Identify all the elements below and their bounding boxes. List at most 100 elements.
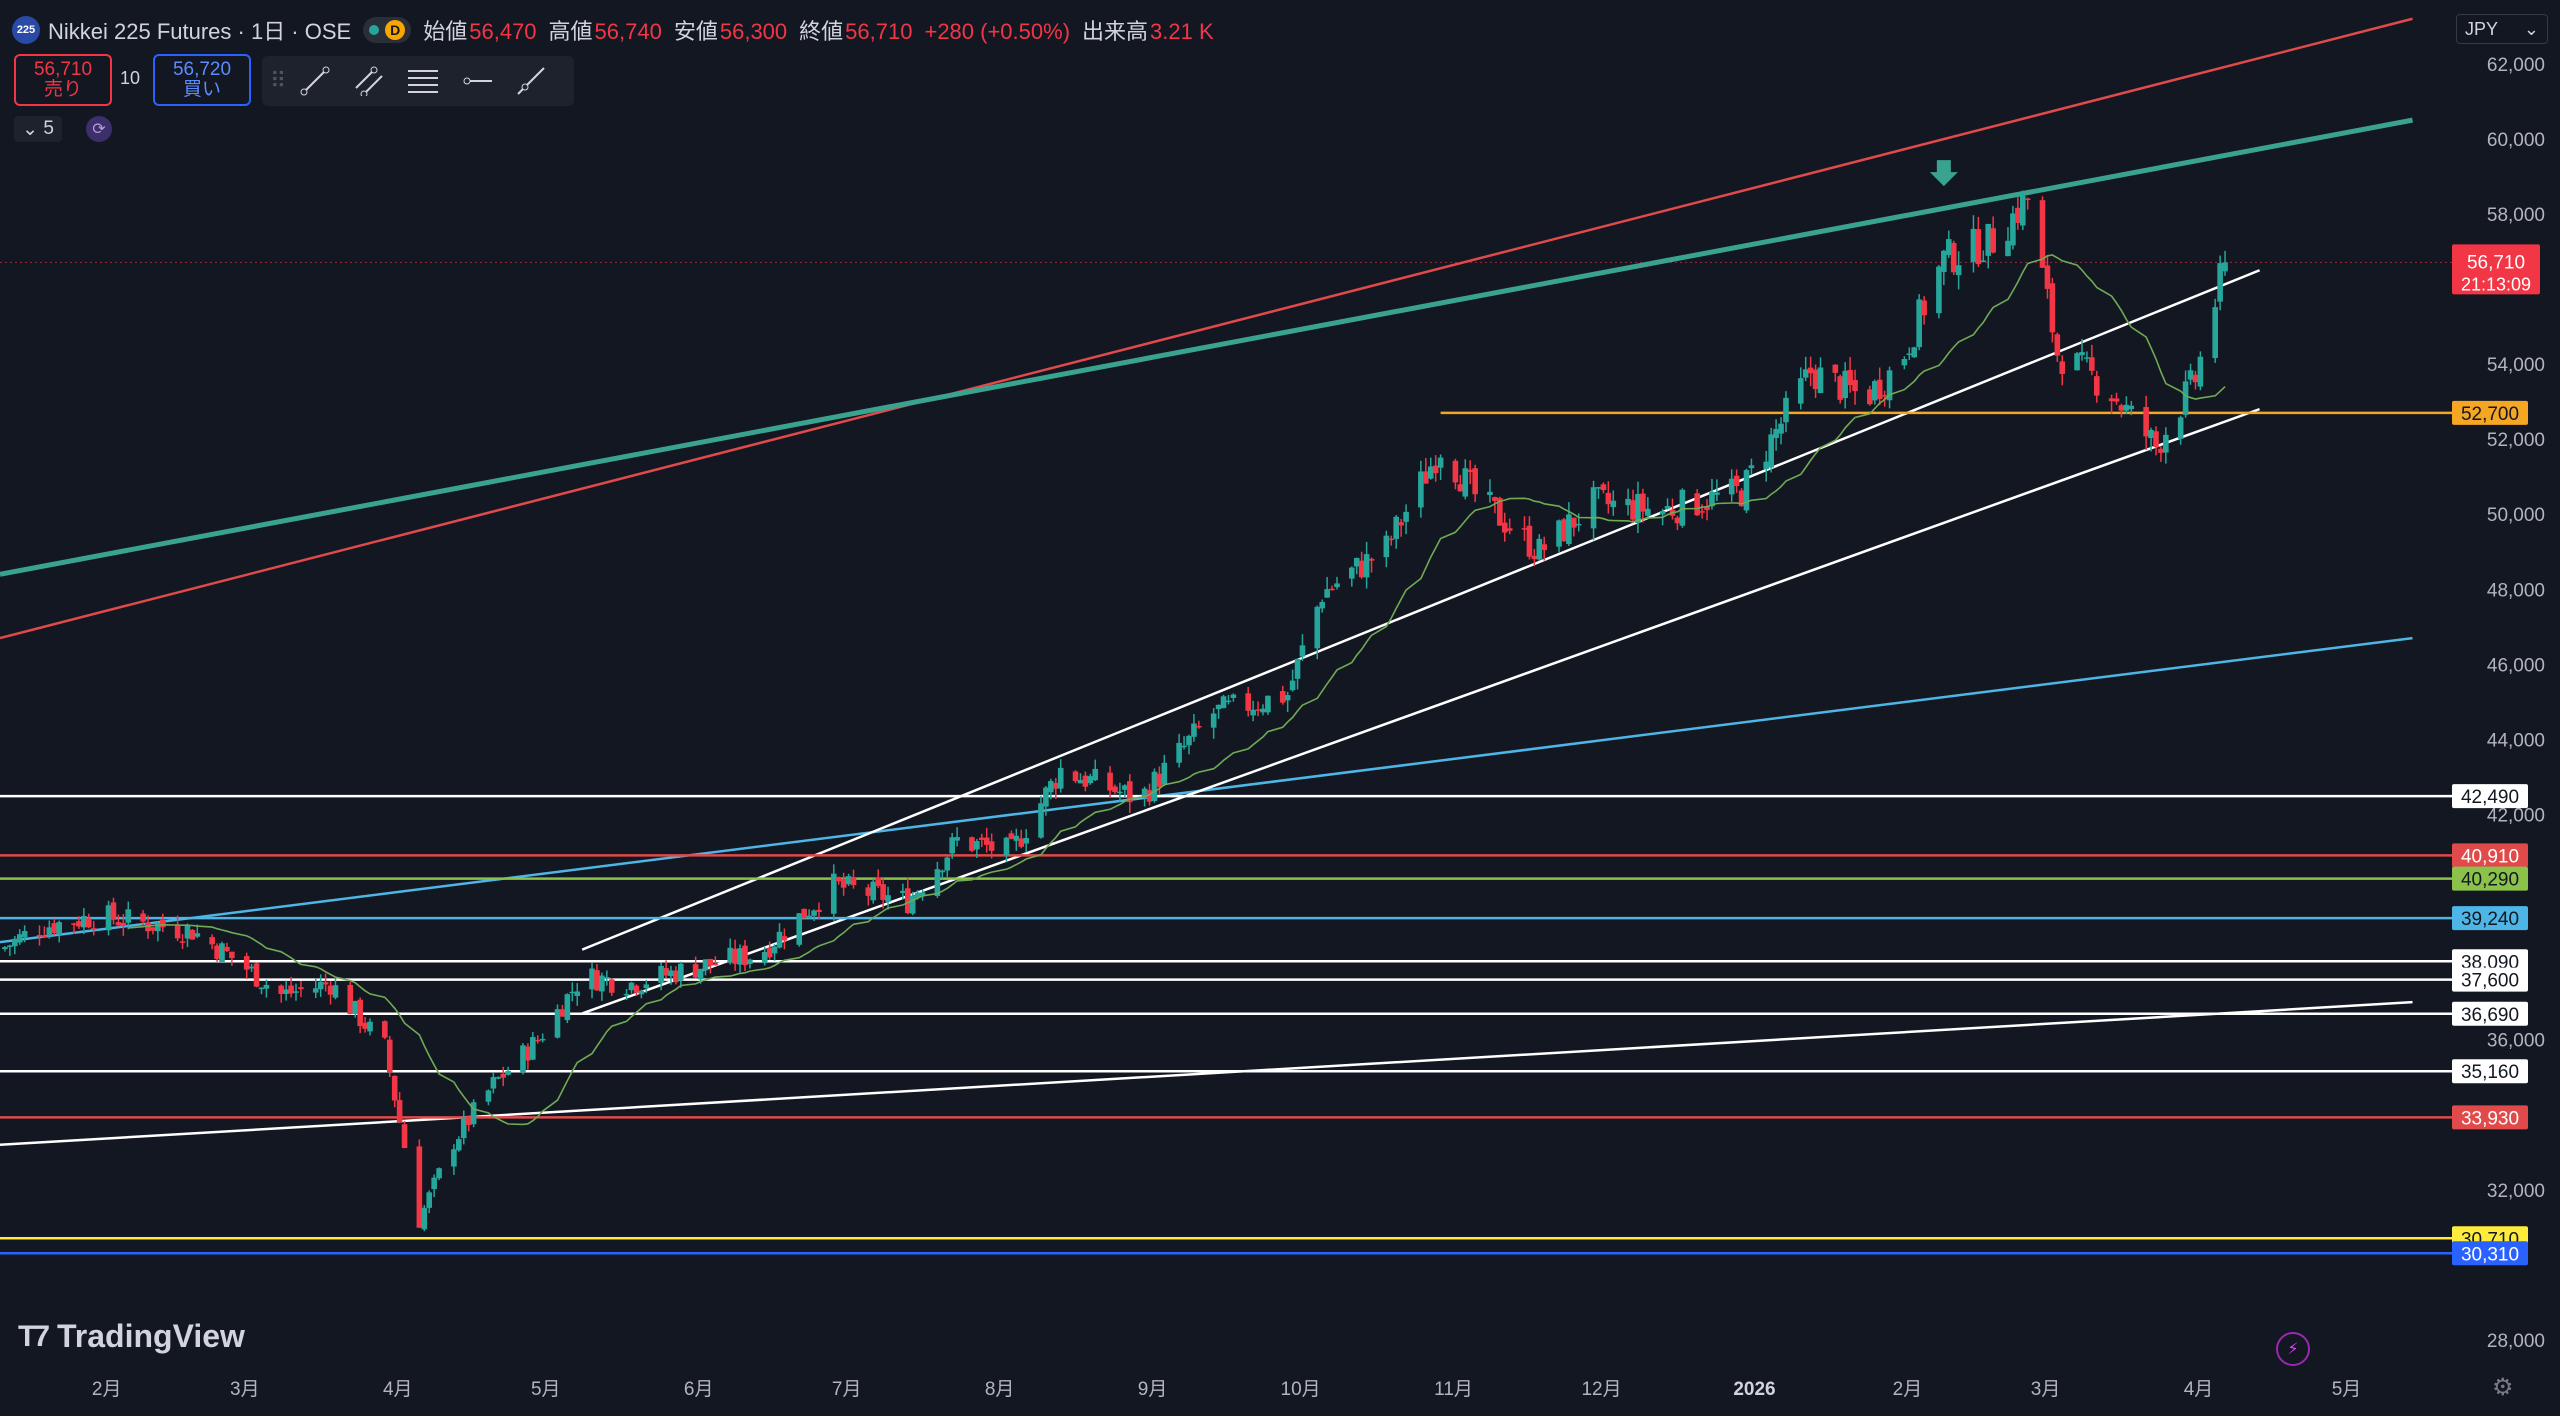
candle-body: [115, 922, 122, 926]
candle-body: [1768, 434, 1774, 468]
candle-body: [1980, 260, 1987, 262]
candle-body: [969, 837, 975, 851]
fib-tool[interactable]: [396, 61, 450, 101]
sell-button[interactable]: 56,710 売り: [14, 54, 112, 106]
level-label-bg: [2452, 949, 2528, 974]
candle-body: [367, 1021, 373, 1032]
trend-line-tool[interactable]: [288, 61, 342, 101]
candle-body: [835, 878, 842, 882]
indicators-toggle[interactable]: ⌄ 5: [14, 116, 62, 142]
candle-body: [1161, 762, 1168, 785]
candle-body: [1023, 837, 1029, 844]
ohlc-label: 安値: [673, 19, 718, 44]
candle-body: [1985, 223, 1992, 256]
order-quantity[interactable]: 10: [120, 68, 141, 88]
x-tick-label: 3月: [230, 1379, 260, 1400]
y-tick-label: 46,000: [2487, 655, 2545, 676]
candle-body: [41, 936, 48, 938]
candle-body: [263, 984, 270, 989]
candle-body: [1057, 767, 1064, 789]
candle-body: [2015, 207, 2021, 223]
channel-tool[interactable]: [342, 61, 396, 101]
level-label: 30,310: [2461, 1244, 2519, 1265]
candle-body: [1294, 658, 1301, 679]
symbol-title[interactable]: Nikkei 225 Futures · 1日 · OSE: [48, 19, 352, 44]
buy-button[interactable]: 56,720 買い: [153, 54, 251, 106]
candle-body: [145, 922, 151, 932]
buy-label: 買い: [182, 79, 221, 100]
currency-select[interactable]: JPY ⌄: [2456, 14, 2548, 44]
candle-body: [1610, 500, 1617, 508]
sell-label: 売り: [43, 79, 82, 100]
candle-body: [589, 968, 595, 990]
drag-handle-icon[interactable]: ⠿: [269, 68, 287, 93]
candle-body: [712, 963, 719, 966]
candle-body: [396, 1100, 403, 1123]
candle-body: [317, 981, 324, 990]
candle-body: [1625, 498, 1631, 506]
candle-body: [1911, 347, 1918, 358]
chevron-down-icon: ⌄: [22, 118, 44, 140]
candle-body: [554, 1009, 561, 1038]
candle-body: [633, 985, 640, 993]
x-tick-label: 7月: [832, 1379, 862, 1400]
candle-body: [623, 993, 630, 996]
candle-body: [1575, 523, 1582, 526]
candle-body: [697, 968, 704, 980]
candle-body: [1279, 691, 1286, 703]
candle-body: [840, 878, 847, 888]
brand-name: TradingView: [57, 1318, 245, 1354]
candle-body: [460, 1117, 467, 1139]
candle-body: [1852, 379, 1858, 392]
candle-body: [954, 837, 960, 841]
y-tick-label: 58,000: [2487, 205, 2545, 226]
candle-body: [1645, 508, 1651, 516]
candle-body: [1403, 511, 1409, 522]
candle-body: [1497, 498, 1503, 526]
candle-body: [747, 959, 753, 964]
candle-body: [1521, 528, 1528, 530]
ohlc-value: 56,710: [845, 19, 913, 44]
lightning-icon[interactable]: ⚡: [2276, 1332, 2310, 1366]
candle-body: [766, 947, 773, 958]
extended-line-tool[interactable]: [504, 61, 558, 101]
horizontal-ray-tool[interactable]: [450, 61, 504, 101]
y-tick-label: 44,000: [2487, 730, 2545, 751]
settings-gear-icon[interactable]: ⚙: [2492, 1374, 2514, 1401]
candle-body: [608, 979, 615, 993]
candle-body: [574, 991, 581, 996]
candle-body: [1763, 461, 1770, 470]
candle-body: [949, 837, 955, 854]
candle-body: [1871, 381, 1878, 401]
x-tick-label: 12月: [1581, 1379, 1621, 1400]
candle-body: [332, 985, 339, 998]
candle-body: [1699, 511, 1705, 513]
candle-body: [436, 1168, 442, 1179]
candle-body: [1324, 589, 1330, 598]
candle-body: [283, 989, 289, 994]
candle-body: [1936, 266, 1942, 314]
candle-body: [1245, 693, 1252, 711]
candle-body: [1353, 557, 1360, 567]
ohlc-label: 終値: [799, 19, 844, 44]
candle-body: [431, 1177, 437, 1190]
candle-body: [1013, 835, 1020, 841]
ohlc-label: 高値: [548, 19, 593, 44]
candle-body: [1487, 491, 1493, 496]
candle-body: [2192, 374, 2199, 383]
candle-body: [1329, 588, 1335, 591]
candle-body: [2143, 406, 2149, 437]
market-status-pill[interactable]: D: [363, 17, 412, 43]
candle-body: [900, 890, 906, 893]
symbol-logo-icon[interactable]: 225: [12, 16, 40, 44]
candle-body: [2049, 283, 2056, 333]
candle-body: [2153, 431, 2159, 447]
x-tick-label: 5月: [531, 1379, 561, 1400]
sync-icon[interactable]: ⟳: [86, 116, 112, 142]
candle-body: [86, 918, 92, 928]
candle-body: [194, 933, 201, 937]
candle-body: [2108, 398, 2115, 402]
candle-body: [1220, 696, 1227, 709]
tradingview-logo[interactable]: T7 TradingView: [18, 1318, 245, 1355]
